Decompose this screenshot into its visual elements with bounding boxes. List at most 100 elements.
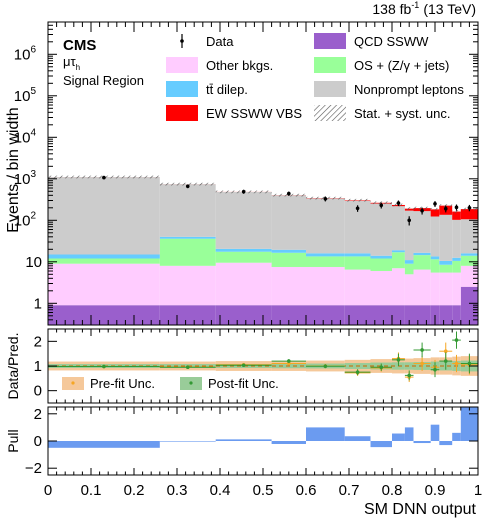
ratio-legend: Pre-fit Unc. Post-fit Unc. [62, 376, 279, 391]
stack-bar [370, 305, 392, 325]
stack-qcd-ssww [48, 286, 478, 325]
stack-bar [452, 219, 461, 258]
y-tick-label: 1 [34, 295, 42, 312]
data-point [323, 196, 328, 202]
stack-bar [430, 256, 440, 260]
stack-bar [344, 305, 371, 325]
ratio-y-tick-label: 0 [34, 383, 42, 400]
legend-entry: QCD SSWW [314, 33, 429, 49]
y-tick-label: 104 [14, 127, 37, 146]
prefit-point [452, 354, 461, 373]
stack-bar [215, 248, 272, 252]
pull-panel: −2 0 2 Pull [5, 406, 479, 477]
stack-bar [271, 195, 306, 250]
stack-bar [370, 255, 392, 259]
stack-bar [370, 203, 392, 256]
stack-bar [215, 251, 272, 263]
main-y-axis-label: Events / bin width [5, 107, 22, 232]
x-tick-label: 0 [44, 482, 52, 499]
stack-bar [460, 209, 478, 220]
main-panel: 1 10 102 103 104 105 106 Events / bin width CM… [5, 21, 479, 326]
stack-os-z-jets- [48, 238, 478, 275]
postfit-point [413, 342, 431, 358]
data-point [102, 175, 106, 180]
stack-bar [215, 192, 272, 249]
stack-bar [159, 238, 216, 266]
pull-bar [392, 433, 405, 441]
postfit-point [271, 359, 306, 364]
stack-bar [306, 198, 345, 254]
postfit-point [159, 365, 216, 370]
ratio-legend-label: Pre-fit Unc. [90, 376, 155, 391]
stack-bar [460, 219, 478, 254]
ratio-y-tick-label: 1 [34, 358, 42, 375]
stack-nonprompt-leptons [48, 177, 478, 261]
stack-bar [413, 211, 431, 253]
stack-bar [306, 305, 345, 325]
pull-bar [48, 441, 160, 448]
ratio-panel: 0 1 2 Data/Pred. Pre-fit Unc. Post-fit Unc. [5, 328, 479, 404]
ratio-y-axis-label: Data/Pred. [5, 333, 21, 400]
pull-bar [452, 432, 461, 441]
pull-y-tick-label: −2 [25, 460, 42, 477]
stack-bar [413, 269, 431, 306]
stack-bar [392, 250, 405, 253]
uncertainty-hatch [159, 182, 216, 186]
stack-bar [344, 269, 371, 306]
x-tick-label: 0.2 [124, 482, 145, 499]
pull-y-axis-label: Pull [5, 429, 21, 452]
stack-bar [159, 265, 216, 306]
data-point [185, 184, 190, 189]
stack-bar [430, 209, 440, 217]
x-tick-label: 0.9 [425, 482, 446, 499]
uncertainty-hatch [430, 207, 440, 211]
x-tick-label: 0.1 [81, 482, 102, 499]
uncertainty-hatch [344, 198, 371, 202]
stack-bar [460, 253, 478, 256]
legend-label: tt̄ dilep. [206, 82, 248, 97]
pull-bar [439, 441, 453, 446]
stack-bar [48, 305, 160, 325]
stack-bar [306, 266, 345, 306]
y-tick-label: 102 [14, 210, 37, 229]
pull-bar [370, 441, 392, 448]
region-label: Signal Region [63, 73, 144, 88]
stack-bar [413, 305, 431, 325]
stack-bar [404, 210, 414, 261]
legend-label: Stat. + syst. unc. [354, 106, 450, 121]
x-axis-label: SM DNN output [364, 501, 477, 518]
x-tick-label: 0.6 [296, 482, 317, 499]
legend-entry: Other bkgs. [166, 57, 273, 73]
postfit-point [215, 363, 272, 368]
data-point [407, 216, 412, 226]
x-tick-label: 0.8 [382, 482, 403, 499]
stack-bar [439, 214, 453, 261]
postfit-point [370, 363, 392, 371]
y-tick-label: 106 [14, 44, 37, 63]
stack-bar [392, 252, 405, 269]
y-tick-label: 103 [14, 169, 37, 188]
legend-label: QCD SSWW [354, 34, 429, 49]
ratio-y-tick-label: 2 [34, 333, 42, 350]
stack-bar [413, 252, 431, 256]
stack-bar [404, 305, 414, 325]
pull-bar [306, 427, 345, 441]
x-tick-label: 0.7 [339, 482, 360, 499]
stack-bar [271, 252, 306, 267]
stack-bar [48, 258, 160, 264]
ratio-legend-entry: Pre-fit Unc. [62, 376, 155, 391]
y-tick-label: 105 [14, 86, 37, 105]
pull-bar [413, 441, 431, 444]
pull-bar [460, 407, 478, 441]
stack-bar [452, 260, 461, 273]
stack-bar [430, 259, 440, 273]
postfit-point [439, 352, 453, 370]
postfit-point [452, 331, 461, 349]
legend-label: OS + (Z/γ + jets) [354, 58, 449, 73]
stack-bar [370, 271, 392, 306]
stack-bar [439, 305, 453, 325]
pull-bar [271, 441, 306, 444]
stack-bar [159, 305, 216, 325]
stack-bar [370, 258, 392, 272]
stack-bar [215, 262, 272, 306]
